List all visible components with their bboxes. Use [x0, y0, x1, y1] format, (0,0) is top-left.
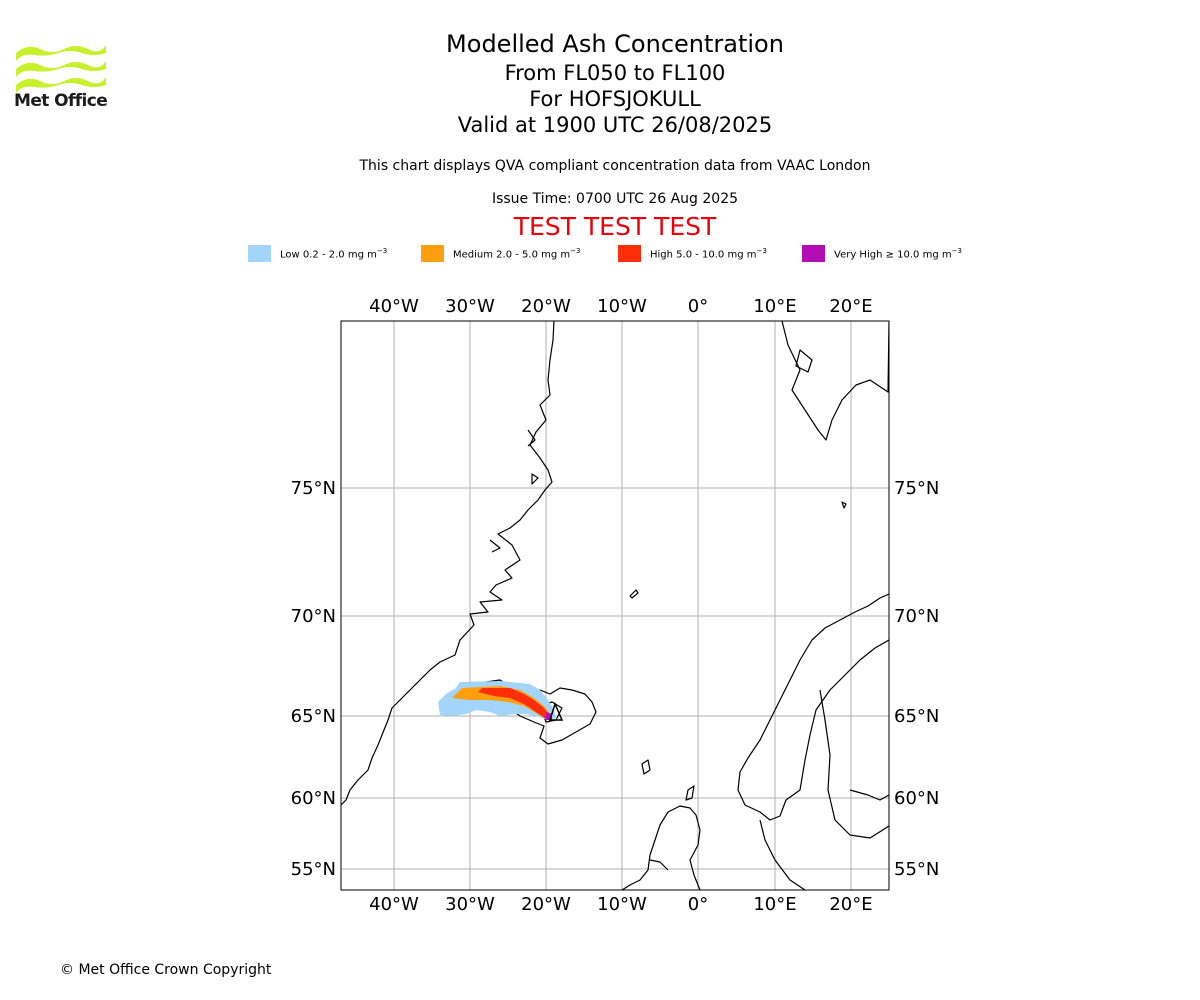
lon-tick-bottom: 40°W — [369, 894, 419, 915]
jan-mayen-coast — [629, 589, 639, 599]
legend-swatch-very-high — [802, 245, 825, 262]
copyright-notice: © Met Office Crown Copyright — [60, 962, 272, 978]
coastlines — [341, 321, 889, 890]
valid-time: Valid at 1900 UTC 26/08/2025 — [457, 113, 773, 137]
ash-plume — [438, 681, 556, 720]
lat-tick-left: 60°N — [291, 788, 336, 809]
lon-tick-bottom: 0° — [688, 894, 708, 915]
lat-ticks-right: 75°N 70°N 65°N 60°N 55°N — [894, 478, 939, 880]
legend-swatch-low — [248, 245, 271, 262]
lat-tick-right: 75°N — [894, 478, 939, 499]
lon-tick-bottom: 10°W — [597, 894, 647, 915]
lon-tick-top: 30°W — [445, 296, 495, 317]
lon-tick-bottom: 20°W — [521, 894, 571, 915]
svalbard-coast — [781, 321, 889, 441]
lat-ticks-left: 75°N 70°N 65°N 60°N 55°N — [291, 478, 336, 880]
volcano-triangle-icon — [548, 701, 564, 721]
faroe-coast — [641, 759, 651, 775]
logo-text: Met Office — [14, 91, 108, 111]
legend-label-high: High 5.0 - 10.0 mg m — [650, 249, 757, 261]
graticule — [341, 321, 889, 890]
chart-title-block: Modelled Ash Concentration From FL050 to… — [0, 28, 1200, 138]
qva-compliance-note: This chart displays QVA compliant concen… — [359, 158, 871, 174]
lat-tick-right: 55°N — [894, 859, 939, 880]
ash-region-medium — [452, 686, 552, 719]
lon-tick-top: 20°E — [829, 296, 872, 317]
lon-tick-bottom: 10°E — [753, 894, 796, 915]
legend-label-medium: Medium 2.0 - 5.0 mg m — [453, 249, 571, 261]
legend-swatch-high — [618, 245, 641, 262]
met-office-logo-icon — [16, 45, 106, 93]
greenland-coast — [341, 321, 555, 806]
lat-tick-right: 60°N — [894, 788, 939, 809]
lon-tick-top: 10°E — [753, 296, 796, 317]
lon-tick-top: 40°W — [369, 296, 419, 317]
lat-tick-left: 75°N — [291, 478, 336, 499]
ash-region-high — [478, 688, 550, 719]
lat-tick-right: 70°N — [894, 606, 939, 627]
lon-ticks-top: 40°W 30°W 20°W 10°W 0° 10°E 20°E — [369, 296, 872, 317]
lon-tick-bottom: 20°E — [829, 894, 872, 915]
test-banner: TEST TEST TEST — [513, 212, 717, 241]
legend-swatch-medium — [421, 245, 444, 262]
lat-tick-left: 70°N — [291, 606, 336, 627]
volcano-name: For HOFSJOKULL — [529, 87, 701, 111]
lon-tick-top: 0° — [688, 296, 708, 317]
lon-tick-top: 10°W — [597, 296, 647, 317]
map-area — [341, 321, 889, 890]
map-frame — [340, 320, 890, 891]
scandinavia-coast — [737, 593, 889, 821]
lon-tick-top: 20°W — [521, 296, 571, 317]
flight-level-range: From FL050 to FL100 — [504, 61, 726, 85]
lat-tick-left: 55°N — [291, 859, 336, 880]
legend-label-very-high: Very High ≥ 10.0 mg m — [834, 249, 952, 261]
uk-coast — [685, 785, 695, 801]
lon-ticks-bottom: 40°W 30°W 20°W 10°W 0° 10°E 20°E — [369, 894, 872, 915]
lon-tick-bottom: 30°W — [445, 894, 495, 915]
legend-label-low: Low 0.2 - 2.0 mg m — [280, 249, 377, 261]
lat-tick-right: 65°N — [894, 706, 939, 727]
lat-tick-left: 65°N — [291, 706, 336, 727]
issue-time: Issue Time: 0700 UTC 26 Aug 2025 — [491, 191, 739, 207]
chart-title: Modelled Ash Concentration — [446, 30, 784, 58]
